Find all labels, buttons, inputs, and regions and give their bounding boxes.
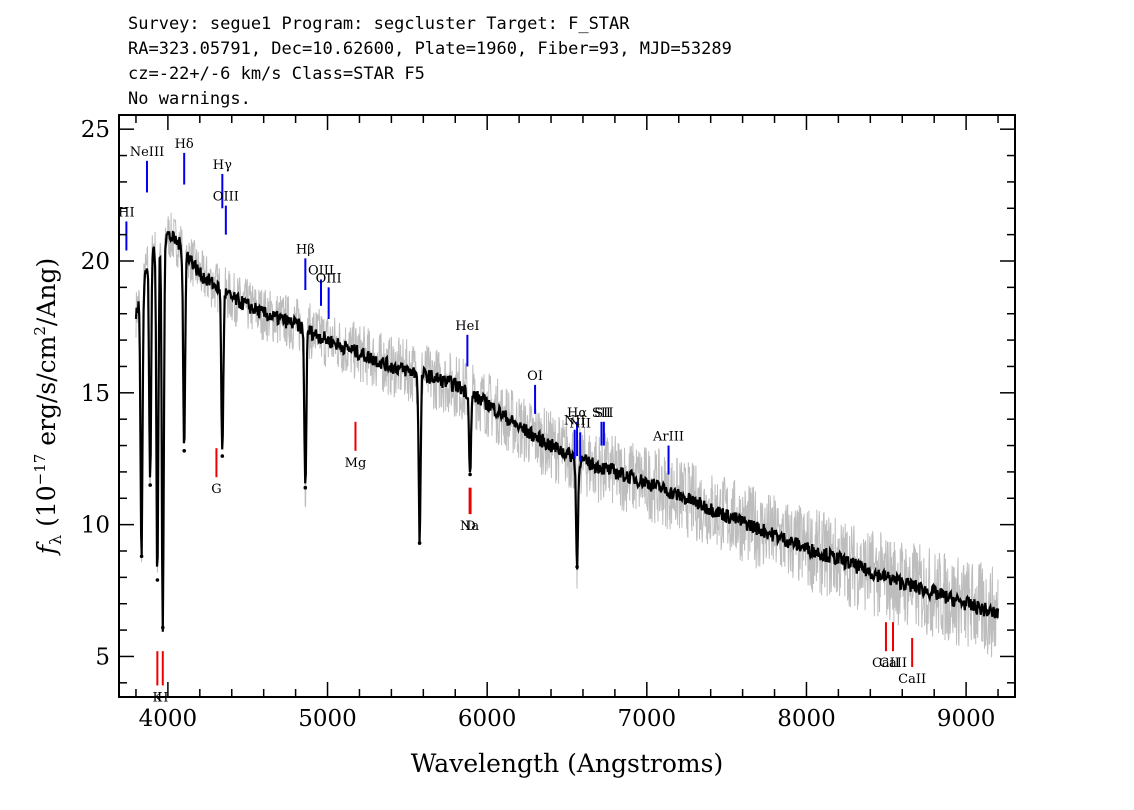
emission-label: NII [564, 414, 586, 429]
absorption-label: G [211, 482, 221, 497]
emission-label: NeIII [130, 145, 164, 160]
absorption-label: D [465, 519, 475, 534]
y-label-exponent: −17 [31, 454, 49, 486]
emission-label: OIII [213, 190, 239, 205]
emission-label: SII [594, 406, 613, 421]
absorption-label: CaII [872, 656, 900, 671]
x-tick-label: 4000 [139, 706, 198, 732]
absorption-feature-point [161, 625, 165, 630]
header-line-2: RA=323.05791, Dec=10.62600, Plate=1960, … [128, 39, 732, 59]
x-tick-label: 9000 [937, 706, 996, 732]
absorption-feature-point [148, 483, 152, 487]
absorption-feature-point [303, 485, 308, 490]
y-tick-label: 25 [81, 117, 110, 143]
x-tick-label: 7000 [618, 706, 677, 732]
y-label-close: /Ang) [32, 258, 61, 326]
emission-label: OIII [316, 271, 342, 286]
emission-label: HeI [455, 319, 479, 334]
y-label-open: (10 [32, 485, 61, 535]
emission-label: Hβ [296, 242, 315, 257]
emission-label: NII [569, 416, 591, 431]
absorption-feature-point [220, 454, 225, 458]
header-line-3: cz=-22+/-6 km/s Class=STAR F5 [128, 64, 425, 84]
flux-trace [135, 212, 999, 658]
header-line-1: Survey: segue1 Program: segcluster Targe… [128, 14, 630, 34]
y-label-subscript: λ [46, 535, 65, 545]
absorption-feature-layer [139, 449, 579, 630]
y-tick-label: 20 [81, 249, 110, 275]
x-tick-label: 5000 [298, 706, 357, 732]
emission-label: Hγ [213, 158, 232, 173]
emission-label: Hα [567, 406, 587, 421]
absorption-label: Mg [345, 456, 367, 471]
absorption-label: CaII [879, 656, 907, 671]
absorption-label: CaII [898, 672, 926, 687]
absorption-feature-point [575, 565, 579, 569]
emission-line-markers: HINeIIIHδHγOIIIHβOIIIOIIIHeIOINIIHαNIISI… [118, 137, 684, 475]
plot-frame [118, 114, 1016, 698]
model-trace [134, 230, 1000, 632]
absorption-feature-point [139, 554, 144, 559]
absorption-feature-point [182, 449, 186, 453]
x-tick-label: 8000 [777, 706, 836, 732]
emission-label: HI [118, 205, 134, 220]
emission-label: OIII [308, 263, 334, 278]
emission-label: OI [527, 369, 543, 384]
absorption-feature-point [468, 472, 472, 477]
x-axis-label: Wavelength (Angstroms) [411, 749, 723, 778]
header-line-4: No warnings. [128, 89, 251, 109]
y-label-units: erg/s/cm [32, 335, 61, 453]
y-tick-label: 15 [81, 381, 110, 407]
y-tick-label: 5 [95, 644, 110, 670]
y-tick-label: 10 [81, 513, 110, 539]
model-layer [134, 230, 1000, 632]
absorption-feature-point [417, 541, 422, 545]
header-block: Survey: segue1 Program: segcluster Targe… [128, 14, 732, 109]
y-axis-label: fλ (10−17 erg/s/cm2/Ang) [31, 258, 65, 557]
emission-label: Hδ [175, 137, 194, 152]
absorption-label: Na [460, 519, 479, 534]
axis-ticks: 4000 5000 6000 7000 8000 9000 5 10 15 20 25 [81, 116, 1014, 732]
emission-label: SII [592, 406, 611, 421]
flux-layer [135, 212, 999, 658]
y-label-symbol: f [32, 541, 61, 556]
y-label-area-exponent: 2 [31, 326, 49, 336]
absorption-feature-point [155, 578, 160, 582]
x-tick-label: 6000 [458, 706, 517, 732]
emission-label: ArIII [652, 430, 684, 445]
